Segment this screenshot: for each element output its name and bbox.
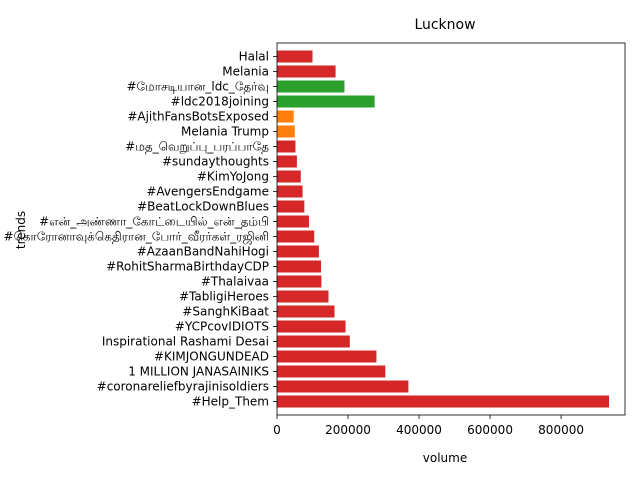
bar <box>277 155 297 168</box>
bar <box>277 380 409 393</box>
y-tick-label: #SanghKiBaat <box>182 305 269 319</box>
y-tick-label: #BeatLockDownBlues <box>137 200 269 214</box>
bar <box>277 125 295 138</box>
bar <box>277 170 301 183</box>
bar <box>277 335 350 348</box>
y-tick-label: #sundaythoughts <box>162 155 269 169</box>
y-tick-label: #மோசடியான_ldc_தேர்வு <box>126 80 269 94</box>
bar <box>277 230 315 243</box>
bar <box>277 260 322 273</box>
y-tick-label: #KIMJONGUNDEAD <box>154 350 269 364</box>
y-tick-label: Melania <box>222 65 269 79</box>
x-tick-label: 400000 <box>396 423 442 437</box>
bar <box>277 185 303 198</box>
y-tick-label: Inspirational Rashami Desai <box>102 335 269 349</box>
y-tick-label: #என்_அண்ணா_கோட்டையில்_என்_தம்பி <box>39 215 269 229</box>
y-tick-label: #KimYoJong <box>197 170 269 184</box>
y-axis-title: trends <box>14 211 28 249</box>
bars-layer <box>277 50 610 408</box>
bar <box>277 275 322 288</box>
y-tick-label: #RohitSharmaBirthdayCDP <box>106 260 269 274</box>
y-tick-label: #coronareliefbyrajinisoldiers <box>97 380 269 394</box>
bar <box>277 395 610 408</box>
bar <box>277 200 305 213</box>
y-tick-label: #மத_வெறுப்பு_பரப்பாதே <box>125 140 269 155</box>
chart-title: Lucknow <box>414 17 475 33</box>
y-tick-label: #AjithFansBotsExposed <box>127 110 269 124</box>
x-tick-layer: 0 200000 400000 600000 800000 <box>273 415 584 437</box>
bar <box>277 245 319 258</box>
x-axis-title: volume <box>423 451 467 465</box>
bar <box>277 65 336 78</box>
bar <box>277 350 377 363</box>
bar <box>277 290 329 303</box>
bar <box>277 50 313 63</box>
y-tick-layer: HalalMelania#மோசடியான_ldc_தேர்வு#ldc2018… <box>3 50 277 409</box>
y-tick-label: #ldc2018joining <box>171 95 269 109</box>
y-tick-label: Melania Trump <box>181 125 269 139</box>
bar <box>277 95 375 108</box>
bar <box>277 305 335 318</box>
y-tick-label: #Thalaivaa <box>201 275 269 289</box>
axes-frame <box>276 42 626 416</box>
y-tick-label: #AvengersEndgame <box>146 185 269 199</box>
bar <box>277 320 346 333</box>
bar <box>277 140 296 153</box>
y-tick-label: #AzaanBandNahiHogi <box>137 245 269 259</box>
x-tick-label: 0 <box>273 423 281 437</box>
plot-frame <box>276 42 626 416</box>
y-tick-label: #TabligiHeroes <box>179 290 269 304</box>
y-tick-label: #YCPcovIDIOTS <box>175 320 269 334</box>
bar <box>277 110 294 123</box>
x-tick-label: 200000 <box>325 423 371 437</box>
x-tick-label: 800000 <box>538 423 584 437</box>
y-tick-label: 1 MILLION JANASAINIKS <box>128 365 269 379</box>
bar <box>277 80 345 93</box>
bar <box>277 365 386 378</box>
y-tick-label: #கொரோனாவுக்கெதிரான_போர்_வீரர்கள்_ரஜினி <box>3 230 269 245</box>
y-tick-label: Halal <box>239 50 269 64</box>
y-tick-label: #Help_Them <box>192 395 269 409</box>
x-tick-label: 600000 <box>467 423 513 437</box>
bar <box>277 215 309 228</box>
